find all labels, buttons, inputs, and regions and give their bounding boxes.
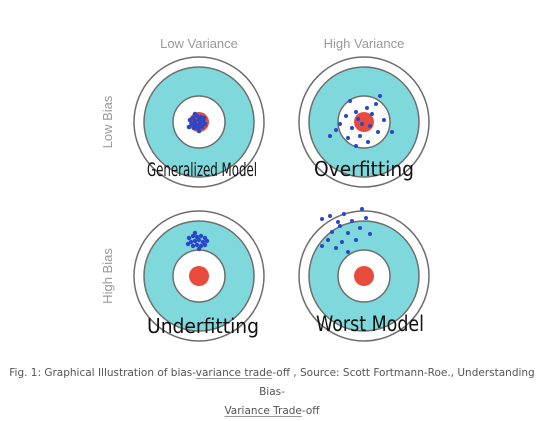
- dot-cluster: [185, 230, 210, 252]
- caption-text-1: Fig. 1: Graphical Illustration of bias-: [9, 367, 196, 379]
- dot-cluster: [186, 111, 208, 134]
- column-header-low-variance: Low Variance: [160, 36, 238, 51]
- column-header-high-variance: High Variance: [324, 36, 405, 51]
- bias-variance-figure: Low Variance High Variance Low Bias High…: [100, 36, 430, 342]
- row-header-high-bias: High Bias: [100, 248, 115, 304]
- dot-scatter: [328, 94, 394, 148]
- target-generalized: [133, 56, 265, 188]
- target-worst-model: [298, 207, 430, 342]
- label-generalized-model: Generalized Model: [147, 159, 257, 181]
- caption-text-3: -off: [301, 405, 320, 417]
- label-overfitting: Overfitting: [314, 157, 414, 181]
- caption-link-variance-tradeoff-2[interactable]: Variance Trade: [224, 405, 302, 417]
- figure-caption: Fig. 1: Graphical Illustration of bias-v…: [0, 364, 544, 421]
- label-underfitting: Underfitting: [147, 314, 259, 338]
- label-worst-model: Worst Model: [316, 312, 424, 336]
- target-underfitting: [133, 210, 265, 342]
- target-overfitting: [298, 56, 430, 188]
- row-header-low-bias: Low Bias: [100, 95, 115, 148]
- dot-scatter: [320, 207, 372, 254]
- caption-link-variance-tradeoff[interactable]: variance trade: [195, 367, 273, 379]
- caption-text-2: -off , Source: Scott Fortmann-Roe., Unde…: [259, 367, 535, 398]
